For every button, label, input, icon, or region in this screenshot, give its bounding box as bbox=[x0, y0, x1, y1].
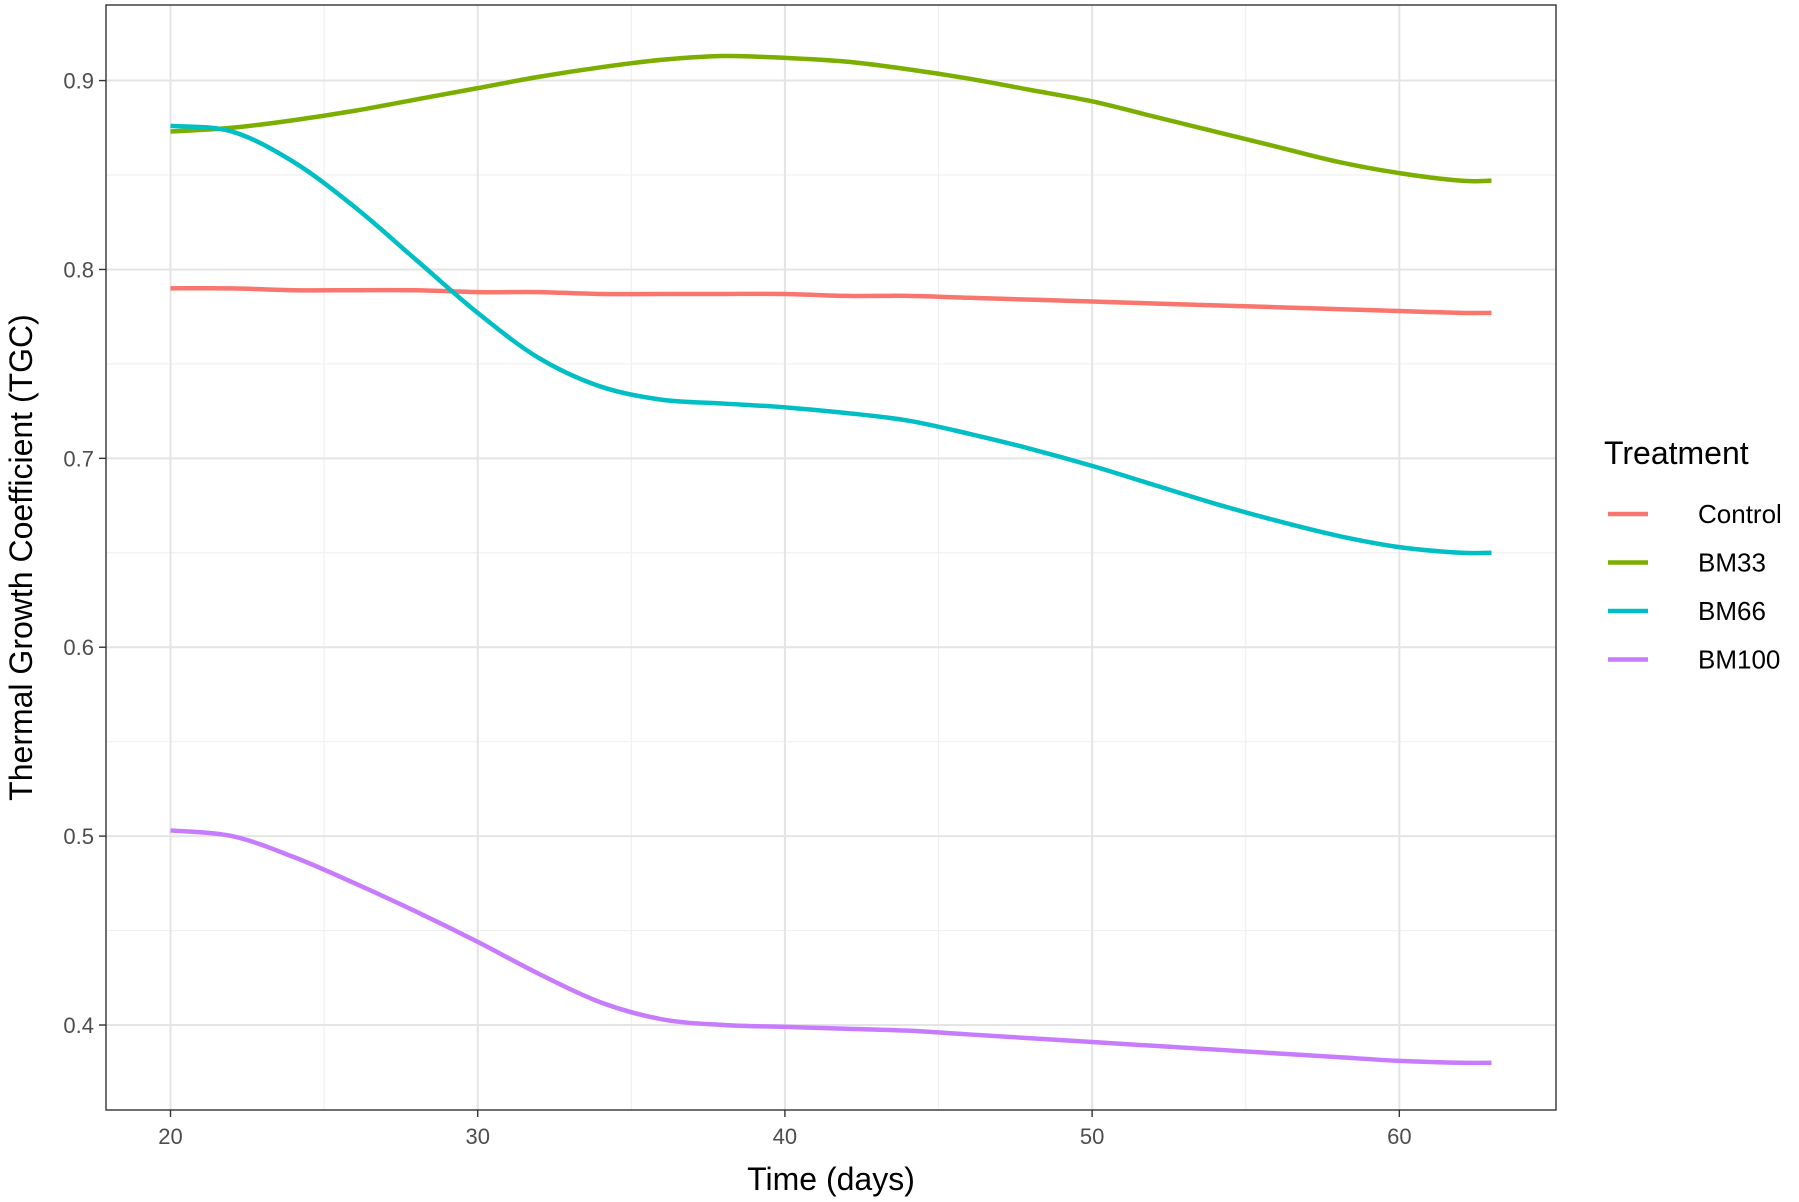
major-gridlines bbox=[106, 5, 1556, 1110]
legend-label-bm66: BM66 bbox=[1698, 596, 1766, 626]
y-axis-ticks: 0.4 0.5 0.6 0.7 0.8 0.9 bbox=[63, 69, 106, 1038]
x-tick-label: 20 bbox=[158, 1124, 182, 1149]
legend-label-bm100: BM100 bbox=[1698, 645, 1780, 675]
x-tick-label: 40 bbox=[773, 1124, 797, 1149]
y-tick-label: 0.8 bbox=[63, 257, 94, 282]
series-line-bm33 bbox=[170, 53, 1492, 184]
x-tick-label: 60 bbox=[1387, 1124, 1411, 1149]
y-tick-label: 0.4 bbox=[63, 1013, 94, 1038]
y-tick-label: 0.7 bbox=[63, 446, 94, 471]
legend-title: Treatment bbox=[1604, 435, 1749, 471]
series-line-bm66 bbox=[170, 123, 1492, 556]
minor-gridlines bbox=[106, 5, 1556, 1110]
y-tick-label: 0.9 bbox=[63, 69, 94, 94]
y-tick-label: 0.6 bbox=[63, 635, 94, 660]
legend-label-bm33: BM33 bbox=[1698, 548, 1766, 578]
x-axis-ticks: 20 30 40 50 60 bbox=[158, 1110, 1412, 1149]
series-line-control bbox=[170, 285, 1492, 316]
series-lines bbox=[170, 53, 1492, 1066]
legend-label-control: Control bbox=[1698, 499, 1782, 529]
legend: Treatment Control BM33 BM66 BM100 bbox=[1604, 435, 1782, 675]
y-tick-label: 0.5 bbox=[63, 824, 94, 849]
x-axis-title: Time (days) bbox=[747, 1161, 915, 1197]
y-axis-title: Thermal Growth Coefficient (TGC) bbox=[3, 314, 39, 801]
x-tick-label: 30 bbox=[465, 1124, 489, 1149]
plot-panel-border bbox=[105, 4, 1557, 1111]
x-tick-label: 50 bbox=[1080, 1124, 1104, 1149]
series-line-bm100 bbox=[170, 828, 1492, 1066]
